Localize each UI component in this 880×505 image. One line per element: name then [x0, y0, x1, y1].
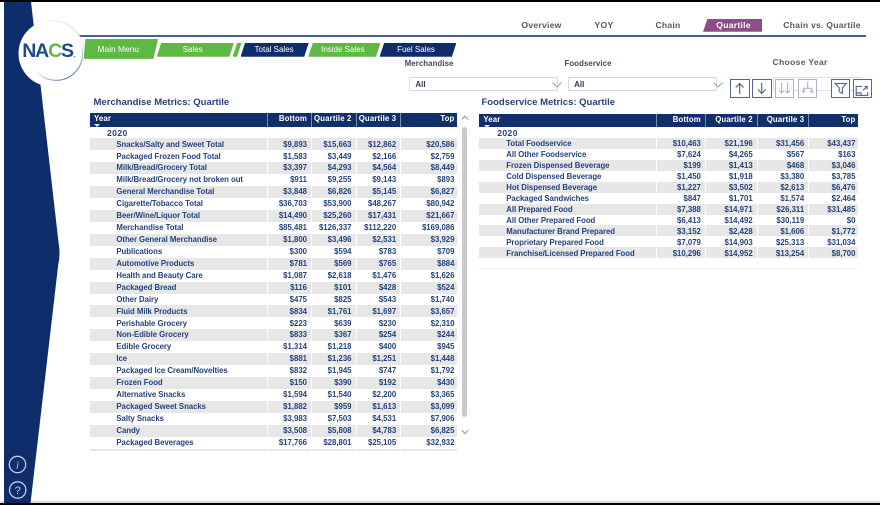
svg-text:NACS: NACS	[22, 40, 74, 62]
svg-text:?: ?	[15, 484, 21, 496]
svg-text:i: i	[16, 459, 19, 471]
